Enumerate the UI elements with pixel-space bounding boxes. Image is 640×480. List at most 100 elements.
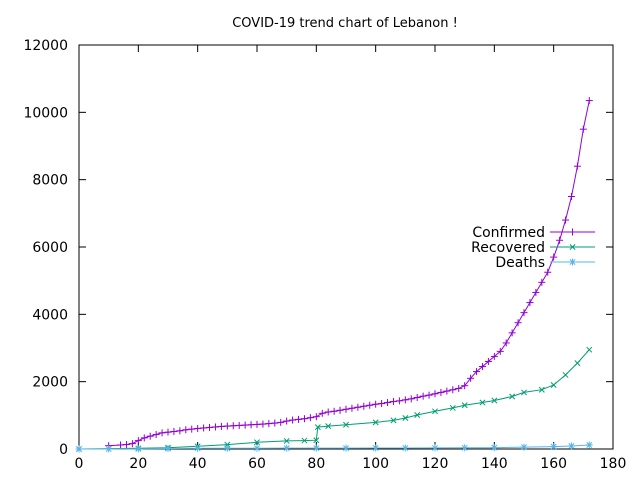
- data-point: [520, 443, 528, 451]
- data-point: [122, 441, 130, 449]
- data-point: [241, 421, 249, 429]
- x-tick-label: 180: [600, 456, 627, 472]
- chart-title: COVID-19 trend chart of Lebanon !: [232, 16, 458, 31]
- data-point: [277, 418, 285, 426]
- data-point: [520, 309, 528, 317]
- data-point: [538, 278, 546, 286]
- data-point: [514, 319, 522, 327]
- data-point: [390, 417, 397, 424]
- data-point: [538, 386, 545, 393]
- data-point: [283, 417, 291, 425]
- data-point: [569, 228, 576, 236]
- x-tick-label: 100: [362, 456, 389, 472]
- data-point: [342, 444, 350, 452]
- data-point: [384, 399, 392, 407]
- data-point: [176, 427, 184, 435]
- data-point: [502, 339, 510, 347]
- data-point: [265, 420, 273, 428]
- x-tick-label: 20: [129, 456, 147, 472]
- data-point: [521, 389, 527, 396]
- data-point: [200, 424, 208, 432]
- data-point: [170, 427, 178, 435]
- series-recovered: [76, 346, 593, 452]
- legend-label: Deaths: [495, 255, 545, 271]
- data-point: [229, 422, 237, 430]
- y-tick-label: 8000: [32, 173, 68, 189]
- data-point: [254, 439, 260, 446]
- data-point: [283, 437, 290, 444]
- data-point: [449, 386, 457, 394]
- data-point: [158, 429, 166, 437]
- data-point: [562, 216, 570, 224]
- data-point: [75, 445, 83, 453]
- data-point: [128, 440, 136, 448]
- data-point: [550, 443, 558, 451]
- data-point: [164, 428, 172, 436]
- data-point: [343, 421, 349, 428]
- data-point: [574, 360, 581, 367]
- series-line: [108, 100, 590, 447]
- data-point: [259, 420, 267, 428]
- data-point: [473, 368, 481, 376]
- data-point: [247, 421, 255, 429]
- y-tick-label: 4000: [32, 307, 68, 323]
- data-point: [455, 384, 463, 392]
- data-point: [556, 236, 564, 244]
- data-point: [105, 445, 113, 453]
- data-point: [532, 288, 540, 296]
- x-tick-label: 80: [307, 456, 325, 472]
- data-point: [569, 244, 576, 250]
- data-point: [235, 421, 243, 429]
- data-point: [431, 444, 439, 452]
- data-point: [407, 395, 415, 403]
- data-point: [271, 419, 279, 427]
- data-point: [550, 253, 558, 261]
- data-point: [223, 444, 231, 452]
- data-point: [437, 388, 445, 396]
- data-point: [140, 434, 148, 442]
- data-point: [188, 425, 196, 433]
- data-point: [194, 444, 202, 452]
- x-tick-label: 40: [189, 456, 207, 472]
- data-point: [134, 437, 142, 445]
- data-point: [579, 125, 587, 133]
- data-point: [348, 404, 356, 412]
- data-point: [378, 400, 386, 408]
- data-point: [318, 409, 326, 417]
- axes: 0 20 40 60 80 100 120 140 160 180 0 2000 4000 6000 800…: [23, 38, 626, 472]
- data-point: [146, 432, 154, 440]
- data-point: [372, 400, 380, 408]
- data-point: [253, 444, 261, 452]
- data-point: [372, 419, 379, 426]
- data-point: [283, 444, 291, 452]
- data-point: [312, 413, 320, 421]
- data-point: [508, 329, 516, 337]
- data-point: [360, 402, 368, 410]
- series-lines: [75, 97, 593, 453]
- data-point: [401, 444, 409, 452]
- data-point: [478, 363, 486, 371]
- data-point: [569, 258, 576, 266]
- y-tick-label: 2000: [32, 375, 68, 391]
- data-point: [479, 399, 486, 406]
- data-point: [491, 397, 498, 404]
- data-point: [395, 397, 403, 405]
- data-point: [562, 371, 569, 378]
- data-point: [300, 415, 308, 423]
- data-point: [211, 423, 219, 431]
- data-point: [312, 444, 320, 452]
- data-point: [402, 415, 409, 422]
- data-point: [431, 390, 439, 398]
- data-point: [425, 391, 433, 399]
- y-tick-label: 6000: [32, 240, 68, 256]
- data-point: [585, 441, 593, 449]
- data-point: [509, 393, 516, 400]
- data-point: [295, 415, 303, 423]
- data-point: [324, 408, 332, 416]
- x-tick-label: 120: [422, 456, 449, 472]
- series-line: [78, 349, 590, 450]
- data-point: [342, 405, 350, 413]
- data-point: [217, 422, 225, 430]
- data-point: [573, 162, 581, 170]
- data-point: [182, 426, 190, 434]
